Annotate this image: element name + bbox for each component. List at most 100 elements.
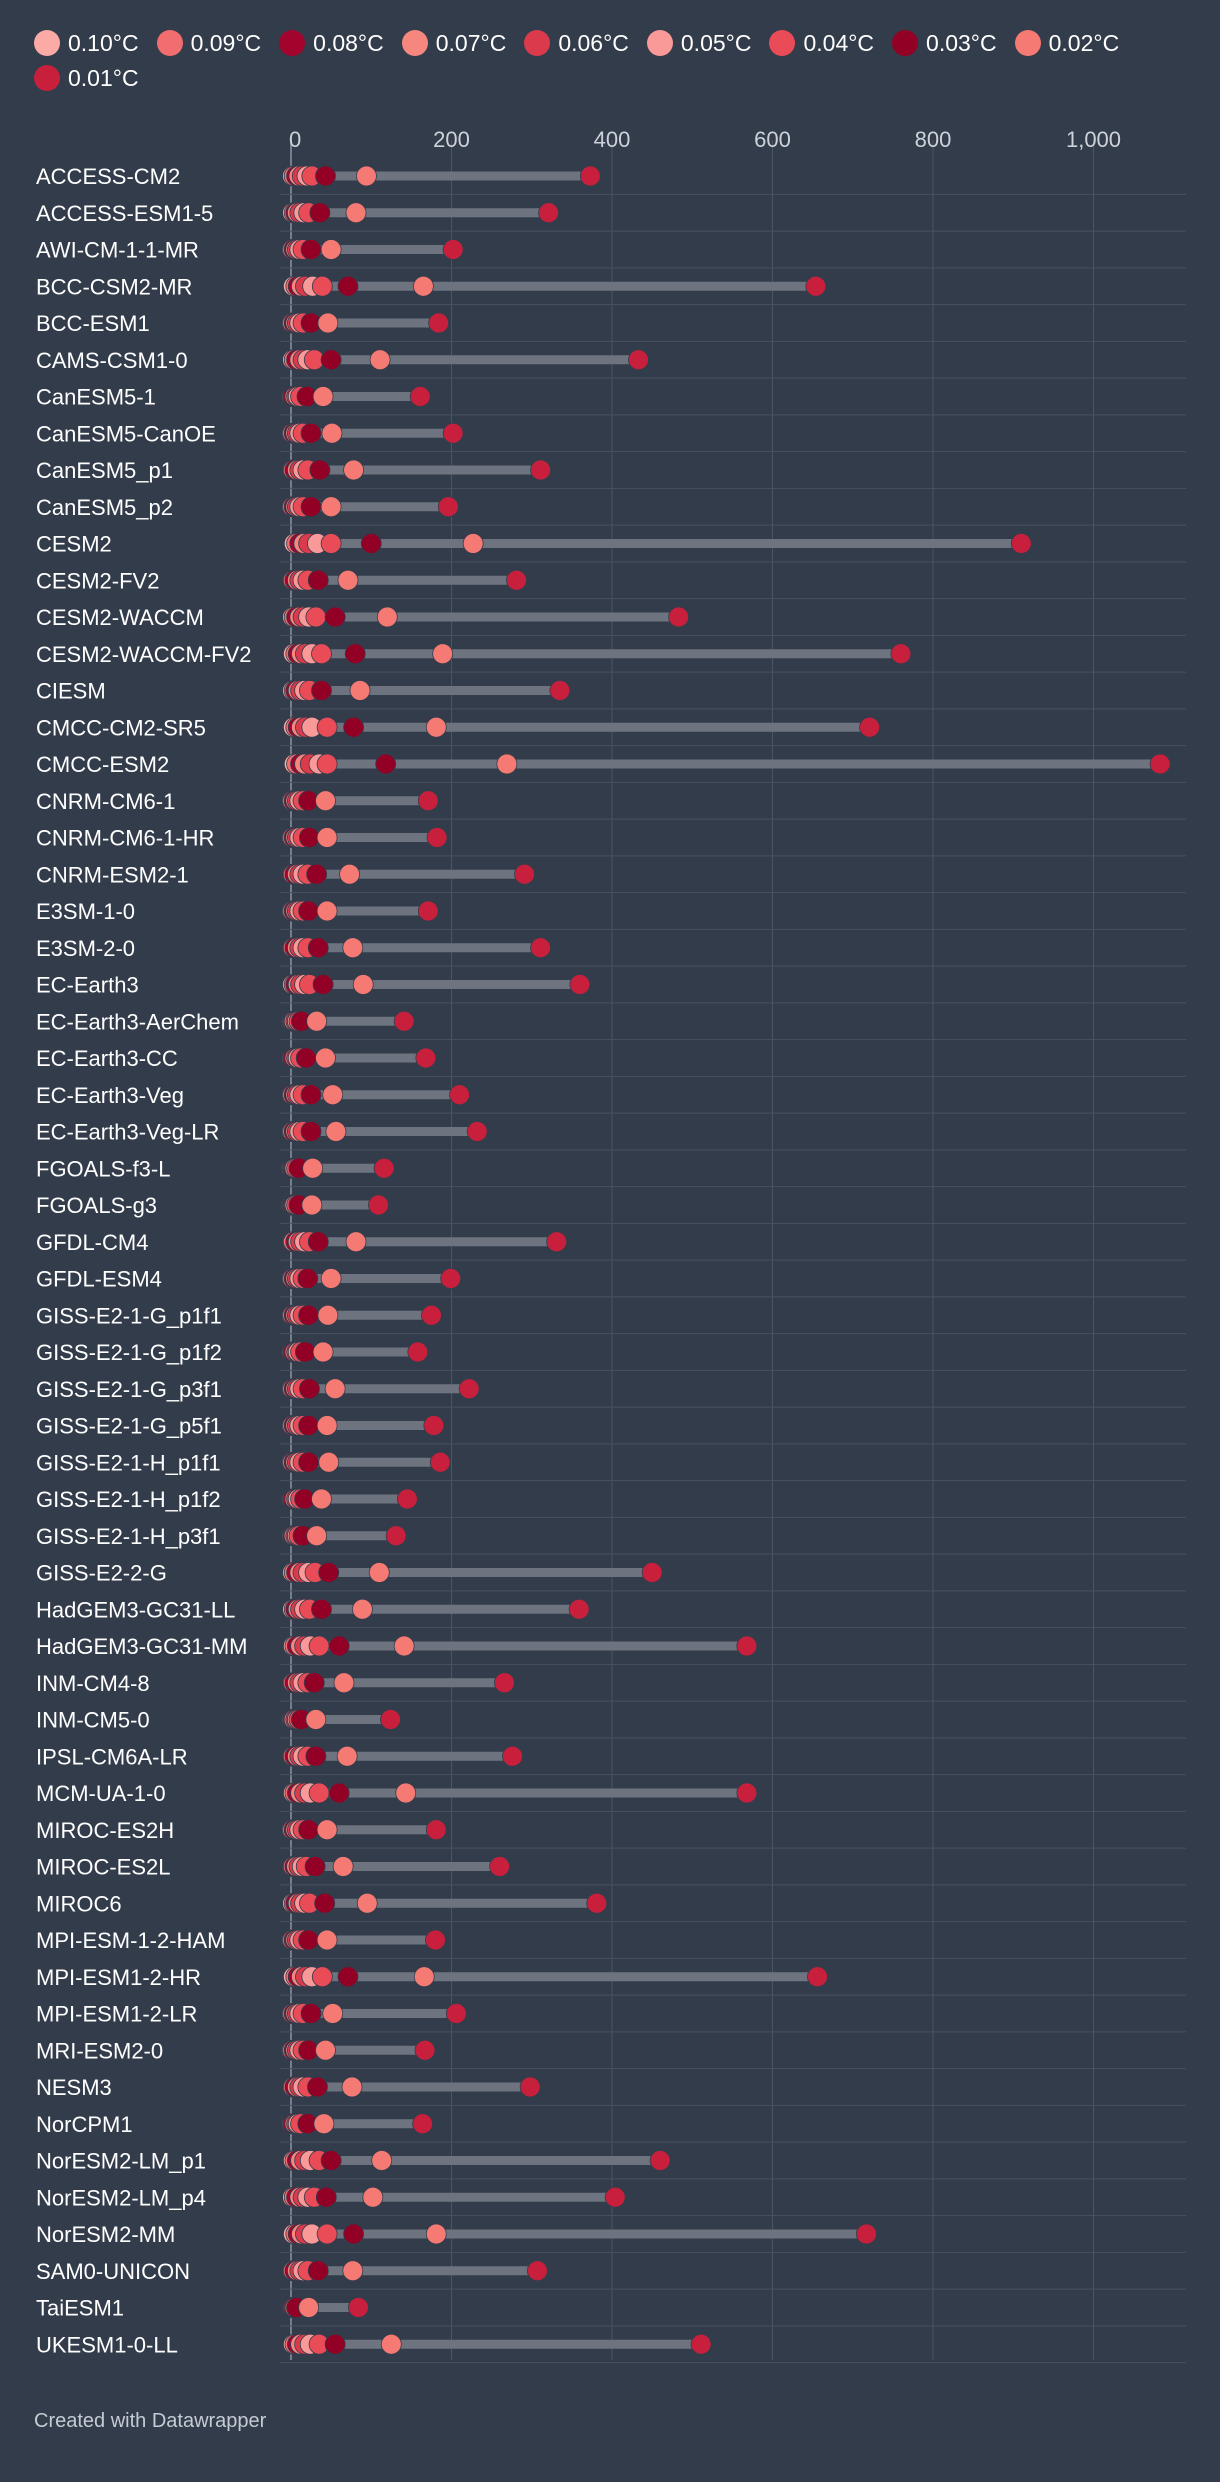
row-label: GISS-E2-2-G: [36, 1561, 167, 1586]
data-point: [668, 606, 690, 628]
row-label: CNRM-ESM2-1: [36, 862, 189, 887]
legend-item[interactable]: 0.07°C: [401, 30, 506, 56]
data-point: [462, 533, 484, 554]
legend-item[interactable]: 0.10°C: [34, 30, 139, 56]
data-point: [445, 2003, 467, 2024]
legend-item[interactable]: 0.05°C: [646, 29, 752, 56]
row-label: EC-Earth3-Veg-LR: [36, 1120, 219, 1145]
data-point: [300, 496, 322, 518]
footer-credit[interactable]: Created with Datawrapper: [34, 2410, 267, 2432]
row-label: ACCESS-CM2: [36, 164, 180, 189]
data-point: [316, 1929, 338, 1951]
data-point: [320, 496, 342, 518]
data-point: [449, 1084, 470, 1106]
row-label: GISS-E2-1-G_p1f1: [36, 1303, 222, 1328]
row-label: EC-Earth3: [36, 973, 139, 998]
data-point: [426, 827, 448, 848]
data-point: [320, 1268, 342, 1289]
row-label: MPI-ESM1-2-HR: [36, 1965, 201, 1990]
legend-item[interactable]: 0.03°C: [892, 30, 997, 56]
data-point: [466, 1121, 488, 1142]
row-label: EC-Earth3-CC: [36, 1046, 178, 1071]
data-point: [530, 937, 551, 959]
data-point: [859, 716, 881, 738]
data-point: [437, 496, 459, 518]
data-point: [442, 422, 464, 444]
row-label: GISS-E2-1-G_p5f1: [36, 1414, 222, 1439]
legend-item[interactable]: 0.08°C: [279, 30, 384, 56]
data-point: [339, 863, 360, 885]
data-point: [322, 2003, 344, 2024]
data-point: [311, 1966, 333, 1988]
row-label: INM-CM4-8: [36, 1671, 150, 1696]
data-point: [342, 937, 364, 959]
legend-item[interactable]: 0.02°C: [1014, 29, 1120, 56]
data-point: [407, 1341, 429, 1363]
legend-label: 0.01°C: [68, 64, 139, 91]
data-point: [428, 312, 450, 334]
data-point: [412, 2113, 434, 2135]
legend-swatch: [1014, 30, 1041, 56]
legend-item[interactable]: 0.01°C: [34, 65, 139, 91]
data-point: [306, 1010, 328, 1032]
data-point: [307, 569, 329, 591]
data-point: [413, 275, 434, 297]
data-point: [349, 680, 371, 701]
data-point: [299, 1378, 320, 1400]
row-label: EC-Earth3-Veg: [36, 1083, 184, 1108]
data-point: [568, 1598, 590, 1620]
data-point: [414, 2039, 436, 2061]
data-point: [299, 827, 320, 848]
legend-label: 0.05°C: [680, 29, 752, 56]
legend-label: 0.02°C: [1048, 29, 1120, 56]
data-point: [313, 2113, 335, 2135]
data-point: [316, 2223, 338, 2245]
data-point: [305, 1745, 327, 1767]
row-label: E3SM-2-0: [36, 936, 135, 961]
data-point: [316, 716, 338, 738]
data-point: [316, 753, 338, 775]
legend-item[interactable]: 0.06°C: [524, 30, 629, 56]
row-label: NorCPM1: [36, 2112, 133, 2137]
data-point: [333, 1672, 355, 1694]
legend-swatch: [524, 30, 551, 56]
row-label: INM-CM5-0: [36, 1708, 150, 1733]
data-point: [300, 2003, 322, 2024]
legend-swatch: [401, 30, 428, 56]
legend-item[interactable]: 0.04°C: [769, 30, 874, 56]
row-label: BCC-CSM2-MR: [36, 274, 192, 299]
legend-item[interactable]: 0.09°C: [156, 30, 261, 56]
row-label: AWI-CM-1-1-MR: [36, 238, 199, 263]
data-point: [343, 716, 364, 738]
data-point: [805, 275, 827, 297]
row-label: NESM3: [36, 2075, 112, 2100]
data-point: [321, 422, 343, 444]
row-label: GISS-E2-1-G_p3f1: [36, 1377, 222, 1402]
data-point: [362, 2186, 384, 2208]
row-label: CanESM5-CanOE: [36, 421, 216, 446]
data-point: [586, 1892, 608, 1914]
data-point: [320, 349, 342, 371]
data-point: [300, 422, 322, 444]
data-point: [336, 1745, 358, 1767]
data-point: [307, 1231, 329, 1253]
data-point: [352, 1598, 373, 1620]
data-point: [342, 2260, 364, 2282]
data-point: [502, 1745, 523, 1767]
row-label: HadGEM3-GC31-MM: [36, 1634, 247, 1659]
data-point: [395, 1782, 417, 1804]
row-label: TaiESM1: [36, 2296, 124, 2321]
data-point: [308, 1635, 330, 1657]
data-point: [425, 716, 447, 738]
data-point: [368, 1194, 389, 1216]
legend-swatch: [892, 30, 919, 56]
data-point: [298, 1451, 320, 1473]
row-label: CMCC-CM2-SR5: [36, 715, 206, 740]
data-point: [324, 2333, 346, 2355]
row-label: MPI-ESM-1-2-HAM: [36, 1928, 225, 1953]
data-point: [1149, 753, 1171, 775]
row-label: NorESM2-LM_p1: [36, 2149, 206, 2174]
row-label: CESM2-WACCM-FV2: [36, 642, 252, 667]
row-label: MIROC6: [36, 1891, 122, 1916]
data-point: [604, 2186, 626, 2208]
